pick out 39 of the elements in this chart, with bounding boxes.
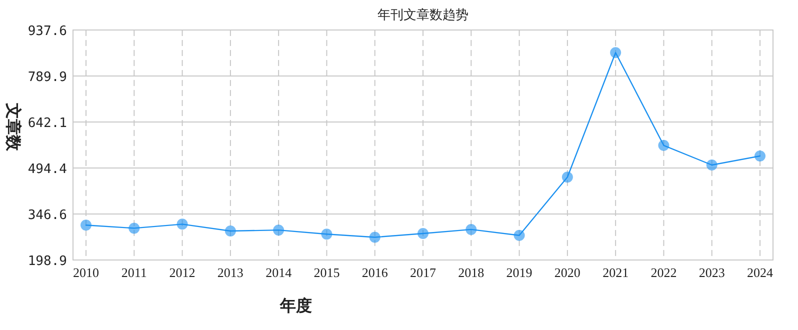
x-tick-label: 2015 bbox=[314, 265, 340, 280]
x-tick-label: 2017 bbox=[410, 265, 436, 280]
point bbox=[562, 172, 573, 183]
x-tick-label: 2024 bbox=[747, 265, 774, 280]
chart-title: 年刊文章数趋势 bbox=[378, 8, 468, 23]
point bbox=[418, 228, 428, 240]
point bbox=[369, 232, 380, 243]
y-axis-title: 文章数 bbox=[4, 102, 23, 152]
point bbox=[514, 230, 525, 241]
x-tick-label: 2020 bbox=[554, 265, 580, 280]
y-tick-label: 642.1 bbox=[28, 116, 67, 132]
x-tick-label: 2014 bbox=[266, 265, 292, 280]
point bbox=[176, 218, 188, 230]
point bbox=[706, 160, 718, 171]
y-tick-label: 789.9 bbox=[28, 70, 67, 85]
x-tick-label: 2019 bbox=[506, 265, 532, 280]
y-tick-label: 494.4 bbox=[28, 162, 68, 177]
x-tick-label: 2016 bbox=[362, 265, 388, 280]
point bbox=[754, 150, 766, 162]
y-tick-label: 198.9 bbox=[28, 254, 67, 269]
y-tick-label: 346.6 bbox=[28, 208, 67, 224]
x-tick-label: 2018 bbox=[458, 265, 484, 280]
point bbox=[321, 228, 332, 240]
y-tick-label: 937.6 bbox=[28, 24, 67, 39]
point bbox=[273, 224, 284, 236]
point bbox=[658, 140, 670, 151]
x-tick-label: 2012 bbox=[169, 265, 196, 280]
point bbox=[610, 47, 622, 58]
x-tick-label: 2010 bbox=[73, 265, 99, 280]
x-tick-label: 2013 bbox=[217, 265, 244, 280]
point bbox=[80, 220, 92, 231]
point bbox=[466, 224, 477, 235]
x-tick-label: 2023 bbox=[698, 265, 725, 280]
x-tick-label: 2021 bbox=[602, 265, 629, 280]
x-axis-title: 年度 bbox=[279, 296, 312, 315]
point bbox=[224, 226, 236, 237]
x-tick-label: 2011 bbox=[121, 265, 147, 280]
point bbox=[128, 222, 140, 234]
x-tick-label: 2022 bbox=[650, 265, 677, 280]
